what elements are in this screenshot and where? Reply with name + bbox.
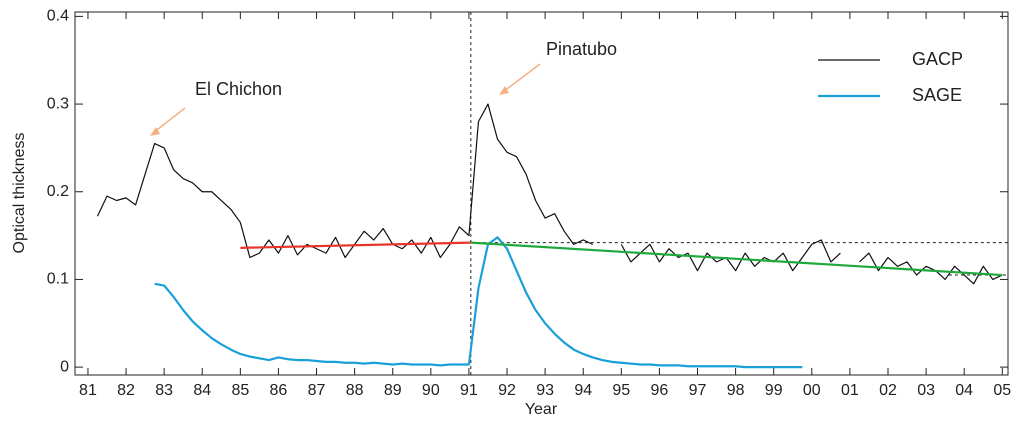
x-tick-label: 05 [993, 382, 1011, 399]
x-tick-label: 82 [117, 382, 135, 399]
legend-label: SAGE [912, 85, 962, 105]
y-tick-label: 0.1 [47, 271, 69, 288]
x-tick-label: 93 [536, 382, 554, 399]
y-tick-label: 0.2 [47, 183, 69, 200]
annotation: El Chichon [195, 79, 282, 99]
trend-line [240, 241, 471, 249]
x-tick-label: 97 [689, 382, 707, 399]
x-tick-label: 92 [498, 382, 516, 399]
annotation-arrow [502, 63, 541, 93]
x-axis-label: Year [525, 401, 558, 418]
y-tick-label: 0.3 [47, 95, 69, 112]
x-tick-label: 91 [460, 382, 478, 399]
plot-frame [74, 11, 1009, 376]
x-tick-label: 94 [574, 382, 592, 399]
x-tick-label: 85 [231, 382, 249, 399]
x-tick-label: 84 [193, 382, 211, 399]
x-tick-label: 04 [955, 382, 973, 399]
x-tick-label: 98 [727, 382, 745, 399]
y-axis-label: Optical thickness [11, 133, 28, 254]
annotation-arrow [152, 107, 186, 134]
annotation: Pinatubo [546, 39, 617, 59]
trend-line [470, 241, 1003, 277]
x-tick-label: 81 [79, 382, 97, 399]
y-tick-label: 0 [60, 358, 69, 375]
x-tick-label: 87 [308, 382, 326, 399]
data-line [96, 103, 1003, 285]
x-tick-label: 83 [155, 382, 173, 399]
x-tick-label: 99 [765, 382, 783, 399]
x-tick-label: 02 [879, 382, 897, 399]
x-tick-label: 03 [917, 382, 935, 399]
x-tick-label: 01 [841, 382, 859, 399]
x-tick-label: 86 [270, 382, 288, 399]
x-tick-label: 00 [803, 382, 821, 399]
y-tick-label: 0.4 [47, 8, 69, 25]
x-tick-label: 96 [651, 382, 669, 399]
data-line [154, 236, 803, 369]
x-tick-label: 88 [346, 382, 364, 399]
x-tick-label: 89 [384, 382, 402, 399]
x-tick-label: 90 [422, 382, 440, 399]
annotation-arrowhead [150, 127, 160, 136]
legend-label: GACP [912, 49, 963, 69]
annotation-arrowhead [499, 86, 509, 95]
x-tick-label: 95 [612, 382, 630, 399]
